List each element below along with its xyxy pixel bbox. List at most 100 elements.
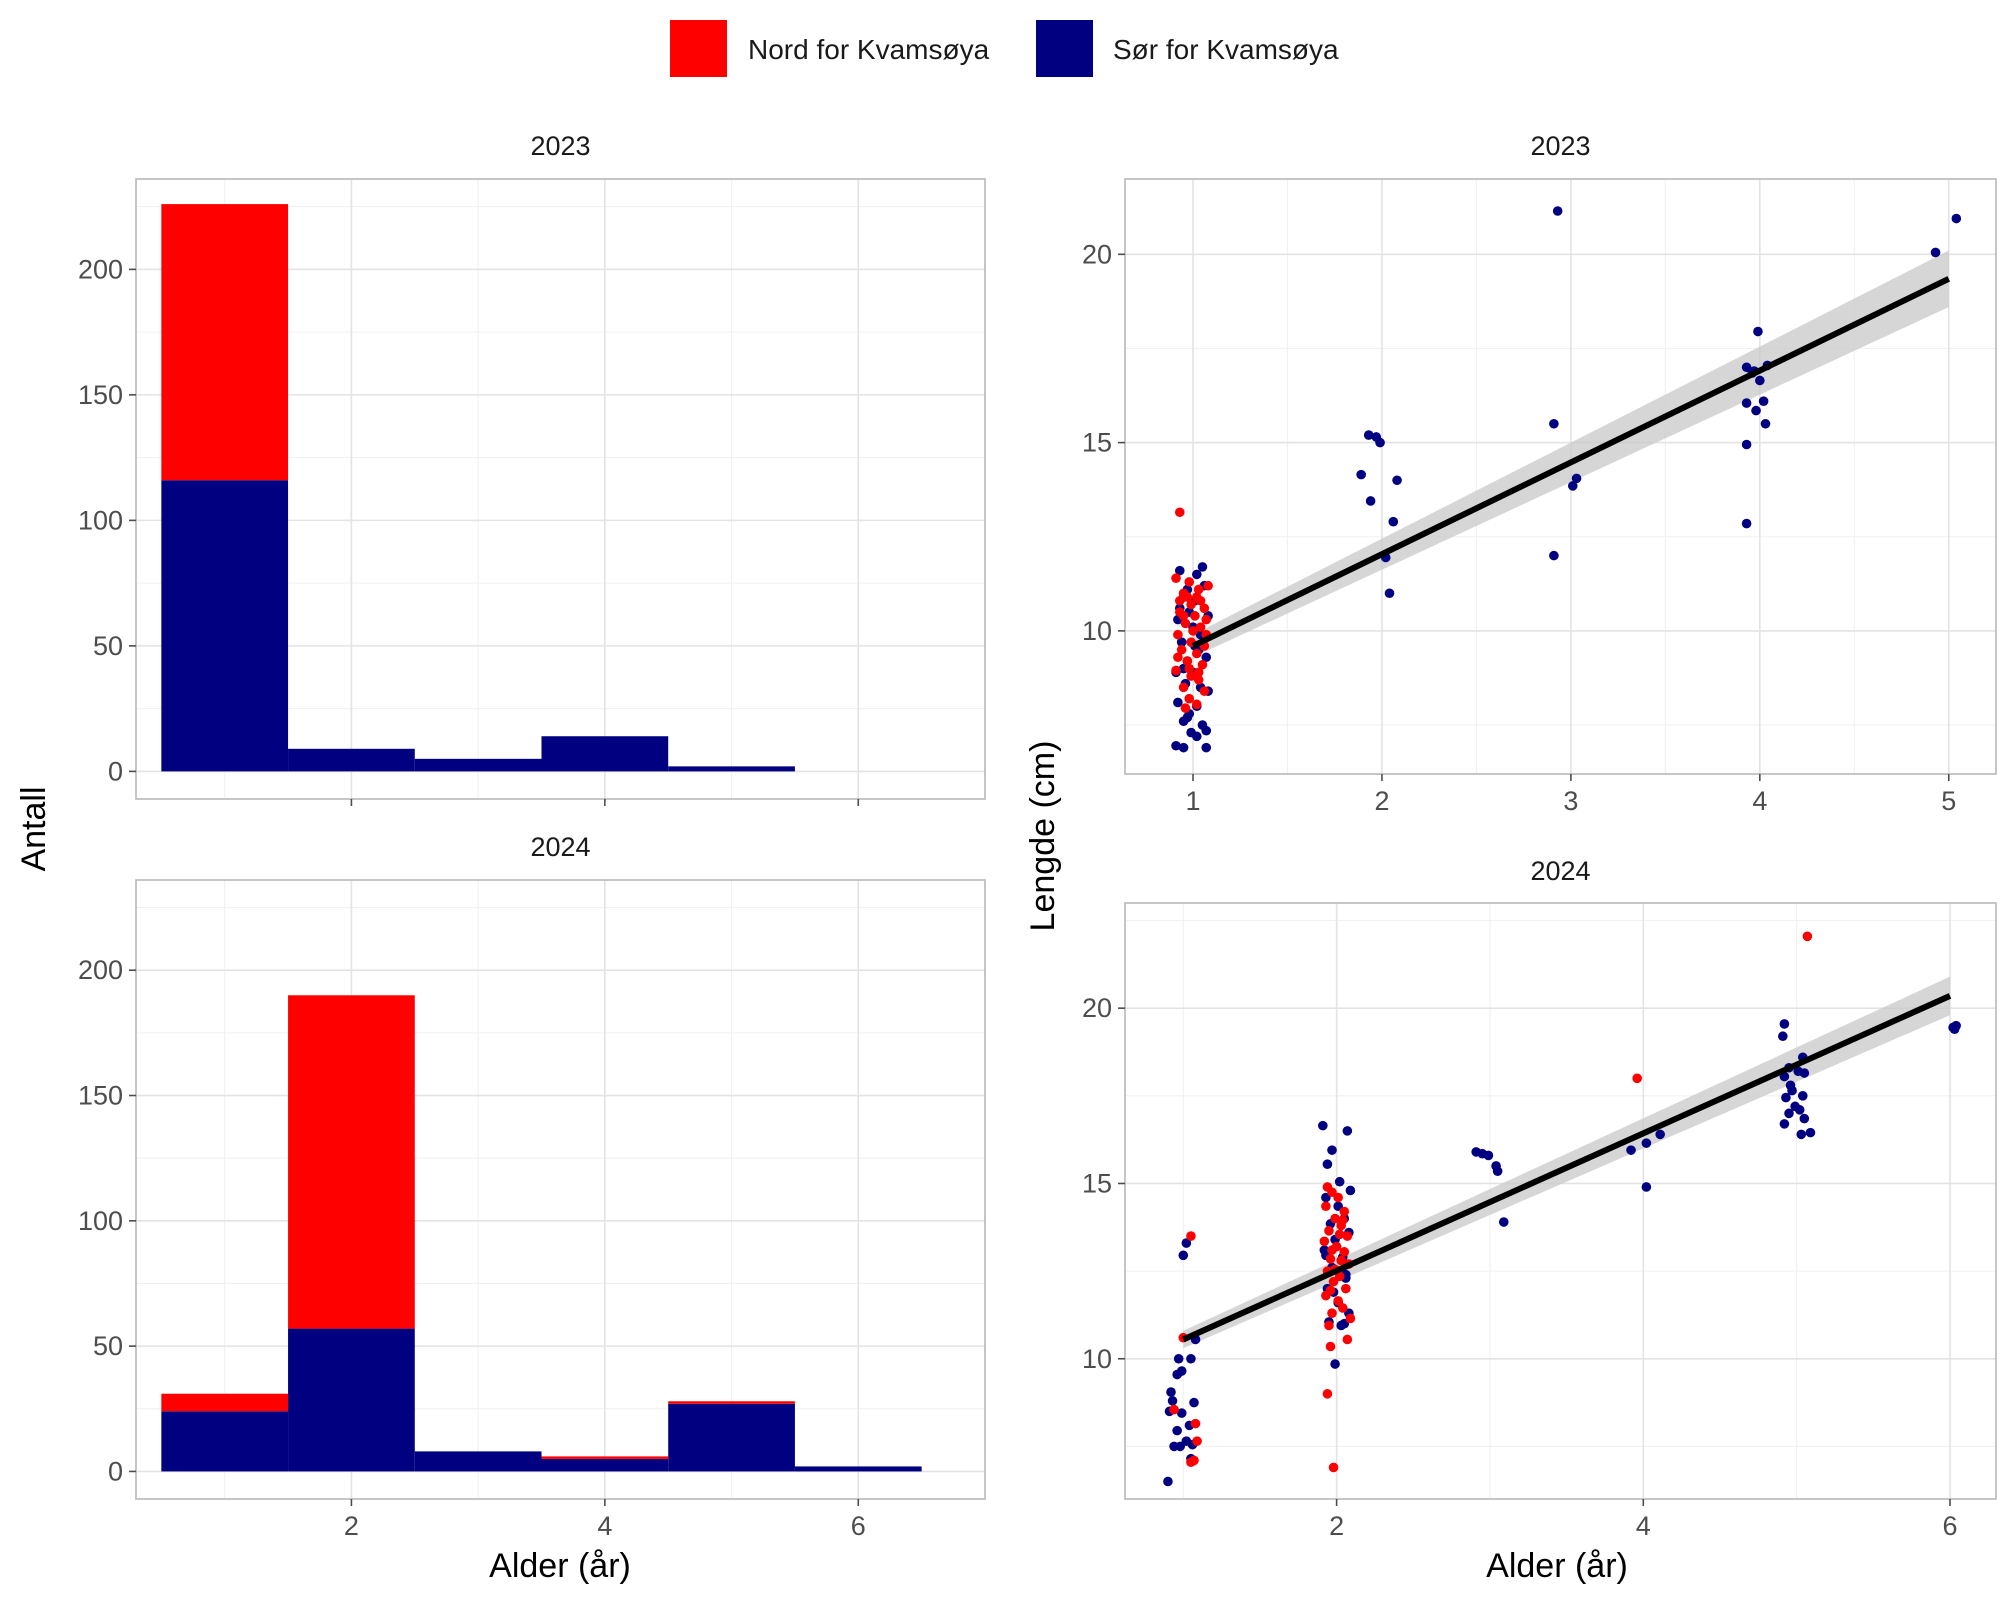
data-point xyxy=(1189,1397,1199,1408)
data-point xyxy=(1166,1387,1176,1397)
data-point xyxy=(1174,507,1185,518)
data-point xyxy=(1779,1019,1790,1029)
y-tick-label: 150 xyxy=(78,1081,123,1111)
data-point xyxy=(1330,1213,1340,1224)
data-point xyxy=(1186,599,1196,610)
data-point xyxy=(1201,742,1212,753)
data-point xyxy=(1199,686,1210,696)
data-point xyxy=(1322,1159,1333,1169)
data-point xyxy=(1333,1296,1343,1306)
data-point xyxy=(1325,1341,1336,1352)
x-tick-label: 4 xyxy=(597,1511,612,1541)
histogram-bar xyxy=(288,995,415,1329)
data-point xyxy=(1741,398,1752,408)
data-point xyxy=(1784,1108,1794,1119)
data-point xyxy=(1632,1073,1642,1084)
data-point xyxy=(1327,1245,1337,1255)
data-point xyxy=(1779,1119,1790,1129)
data-point xyxy=(1483,1150,1494,1161)
data-point xyxy=(1751,405,1761,416)
panel-border xyxy=(135,879,986,1500)
data-point xyxy=(1778,1031,1788,1042)
legend: Nord for Kvamsøya Sør for Kvamsøya xyxy=(670,20,1339,77)
data-point xyxy=(1333,1192,1343,1203)
x-tick-label: 1 xyxy=(1186,786,1201,816)
y-tick-label: 15 xyxy=(1082,1168,1112,1198)
data-point xyxy=(1186,1353,1196,1364)
histogram-bar xyxy=(414,758,542,772)
data-point xyxy=(1201,725,1212,736)
data-point xyxy=(1173,652,1183,663)
data-point xyxy=(1173,697,1183,708)
scatter-y-axis-title: Lengde (cm) xyxy=(1024,741,1062,932)
data-point xyxy=(1334,1176,1345,1187)
histogram-bar xyxy=(161,480,289,772)
data-point xyxy=(1337,1215,1348,1226)
data-point xyxy=(1655,1129,1665,1140)
data-point xyxy=(1178,682,1189,693)
data-point xyxy=(1799,1113,1810,1124)
x-tick-label: 2 xyxy=(1374,786,1389,816)
data-point xyxy=(1787,1085,1797,1096)
confidence-ribbon xyxy=(1183,976,1950,1349)
data-point xyxy=(1174,565,1185,576)
data-point xyxy=(1190,1418,1201,1429)
regression-line xyxy=(1191,276,1951,649)
data-point xyxy=(1334,1229,1345,1240)
data-point xyxy=(1626,1145,1636,1155)
data-point xyxy=(1186,1231,1196,1241)
data-point xyxy=(1797,1091,1808,1101)
histogram-bar xyxy=(414,1451,542,1472)
data-point xyxy=(1195,595,1206,606)
data-point xyxy=(1388,516,1399,527)
data-point xyxy=(1796,1129,1807,1140)
data-point xyxy=(1805,1127,1816,1138)
data-point xyxy=(1356,469,1366,480)
x-tick-label: 3 xyxy=(1563,786,1578,816)
y-tick-label: 20 xyxy=(1082,239,1112,269)
data-point xyxy=(1781,1092,1791,1103)
data-point xyxy=(1201,652,1212,663)
y-tick-label: 10 xyxy=(1082,1344,1112,1374)
data-point xyxy=(1345,1185,1356,1196)
data-point xyxy=(1167,1396,1178,1406)
data-point xyxy=(1342,1334,1353,1345)
data-point xyxy=(1325,1285,1336,1296)
data-point xyxy=(1182,656,1193,666)
data-point xyxy=(1319,1236,1330,1247)
histogram-2023-panel: 2023 0 50 100 150 200 xyxy=(78,131,986,806)
data-point xyxy=(1172,1369,1182,1380)
data-point xyxy=(1191,648,1202,659)
scatter-2023-panel: 2023 10 15 20 1 2 3 4 5 xyxy=(1082,131,1997,816)
data-point xyxy=(1384,588,1395,599)
y-tick-label: 100 xyxy=(78,505,123,535)
data-point xyxy=(1321,1201,1331,1212)
y-tick-label: 0 xyxy=(108,1456,123,1486)
data-point xyxy=(1178,742,1189,753)
data-point xyxy=(1794,1105,1805,1115)
data-point xyxy=(1178,1250,1189,1261)
data-point xyxy=(1492,1166,1503,1176)
data-point xyxy=(1174,595,1185,606)
y-tick-label: 10 xyxy=(1082,616,1112,646)
histogram-2024-panel: 2024 0 50 100 150 200 2 4 6 xyxy=(78,832,986,1541)
legend-label-sor: Sør for Kvamsøya xyxy=(1113,34,1339,65)
data-point xyxy=(1173,629,1183,640)
data-point xyxy=(1176,637,1187,647)
y-tick-label: 200 xyxy=(78,955,123,985)
data-point xyxy=(1186,1457,1196,1467)
data-point xyxy=(1318,1120,1328,1131)
data-point xyxy=(1180,618,1191,629)
data-point xyxy=(1186,671,1196,681)
data-point xyxy=(1173,1353,1184,1364)
data-point xyxy=(1337,1303,1348,1313)
data-point xyxy=(1191,699,1202,710)
y-tick-label: 100 xyxy=(78,1206,123,1236)
panel-strip-title: 2024 xyxy=(1530,856,1590,886)
data-point xyxy=(1552,206,1563,216)
data-point xyxy=(1193,675,1204,685)
data-point xyxy=(1328,1462,1339,1473)
histogram-bar xyxy=(288,1328,415,1472)
